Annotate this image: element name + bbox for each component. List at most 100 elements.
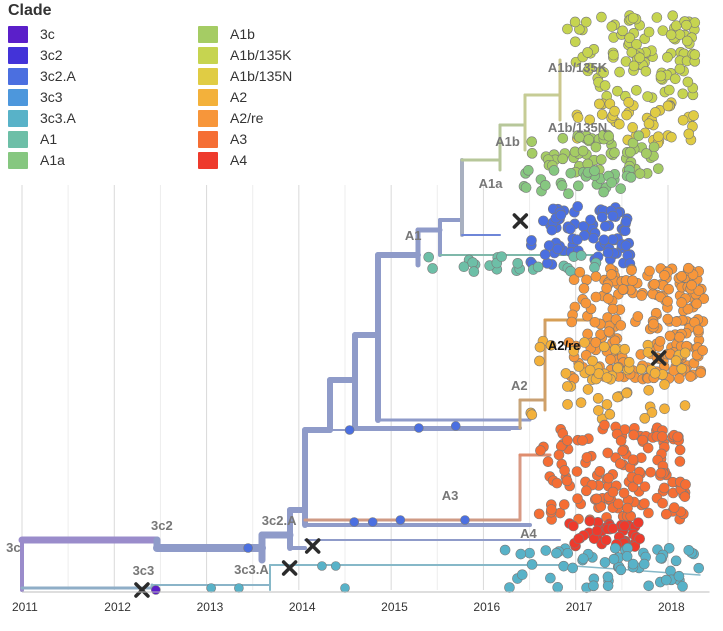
legend-label: A1	[40, 131, 58, 147]
tip-point	[627, 558, 639, 570]
tip-point	[520, 182, 532, 193]
legend-item-a2[interactable]: A2	[198, 87, 247, 107]
tip-point	[540, 179, 551, 191]
tip-point	[620, 216, 632, 227]
tip-point	[512, 258, 524, 269]
tip-point	[643, 580, 654, 592]
legend-swatch	[198, 151, 218, 169]
tip-point	[534, 355, 545, 367]
tip-point	[631, 38, 642, 50]
tip-point	[243, 543, 253, 553]
tip-point	[602, 293, 614, 304]
x-tick-label: 2018	[658, 600, 685, 614]
tip-point	[634, 52, 645, 63]
legend-item-a1a[interactable]: A1a	[8, 150, 65, 170]
tip-point	[590, 271, 602, 282]
legend-label: 3c2	[40, 47, 63, 63]
tip-point	[607, 486, 619, 498]
tip-point	[598, 341, 610, 353]
tip-point	[606, 21, 618, 32]
tip-point	[557, 132, 569, 144]
tip-point	[591, 525, 603, 537]
tip-point	[664, 84, 675, 96]
tip-point	[596, 11, 607, 23]
legend-item-a1b-135k[interactable]: A1b/135K	[198, 45, 292, 65]
legend-item-3c3[interactable]: 3c3	[8, 87, 63, 107]
legend-label: A2	[230, 89, 248, 105]
tip-point	[683, 262, 694, 274]
legend-swatch	[8, 151, 28, 169]
tip-point	[639, 558, 650, 570]
tip-point	[626, 264, 637, 276]
branch-label-a1b-135k: A1b/135K	[548, 60, 608, 75]
tip-point	[468, 266, 480, 277]
tip-point	[564, 223, 576, 235]
tip-point	[591, 493, 602, 505]
tip-point	[581, 485, 592, 497]
tip-point	[627, 481, 639, 493]
legend-label: 3c	[40, 26, 55, 42]
legend-item-a3[interactable]: A3	[198, 129, 247, 149]
legend-item-a1[interactable]: A1	[8, 129, 57, 149]
legend-item-a1b[interactable]: A1b	[198, 24, 255, 44]
tip-point	[612, 391, 623, 403]
tip-point	[548, 165, 560, 176]
tip-point	[681, 19, 692, 31]
tip-point	[669, 73, 681, 85]
x-tick-label: 2017	[566, 600, 593, 614]
branch-label-a2: A2	[511, 378, 528, 393]
tip-point	[642, 442, 654, 454]
tip-point	[680, 479, 691, 490]
tip-point	[590, 337, 602, 348]
legend-item-a1b-135n[interactable]: A1b/135N	[198, 66, 292, 86]
tip-point	[516, 569, 528, 580]
legend-item-a4[interactable]: A4	[198, 150, 247, 170]
tip-point	[601, 283, 612, 294]
tip-point	[568, 274, 580, 286]
legend-swatch	[198, 67, 218, 85]
tip-point	[551, 477, 563, 489]
tip-point	[317, 561, 327, 571]
tip-point	[664, 330, 676, 342]
legend-item-3c3-a[interactable]: 3c3.A	[8, 108, 76, 128]
tip-point	[632, 474, 644, 485]
tip-point	[460, 515, 470, 525]
tip-point	[617, 445, 628, 457]
tip-point	[641, 148, 652, 159]
tip-point	[556, 180, 568, 191]
legend-item-3c2[interactable]: 3c2	[8, 45, 63, 65]
tip-point	[349, 517, 360, 527]
tip-point	[653, 131, 664, 142]
tip-point	[602, 580, 614, 592]
branch-label-3c2-a: 3c2.A	[262, 513, 297, 528]
tip-point	[206, 583, 216, 593]
tip-point	[673, 373, 685, 384]
tip-point	[627, 454, 639, 465]
x-marker	[512, 213, 529, 229]
tip-point	[561, 475, 573, 487]
tip-point	[572, 180, 584, 192]
tip-point	[458, 261, 470, 273]
tip-point	[557, 153, 569, 165]
tip-point	[610, 542, 621, 554]
tip-points	[151, 10, 710, 595]
legend-item-3c2-a[interactable]: 3c2.A	[8, 66, 76, 86]
tip-point	[545, 572, 556, 584]
branch-label-a1: A1	[405, 228, 422, 243]
legend-item-a2-re[interactable]: A2/re	[198, 108, 263, 128]
tip-point	[677, 114, 689, 126]
tip-point	[693, 324, 704, 336]
branch-label-3c: 3c	[6, 540, 20, 555]
tip-point	[683, 544, 695, 556]
tip-point	[568, 520, 579, 532]
legend-swatch	[198, 130, 218, 148]
legend-swatch	[8, 88, 28, 106]
tip-point	[683, 128, 695, 140]
tip-point	[649, 367, 661, 379]
tip-point	[608, 553, 620, 565]
legend-label: A2/re	[230, 110, 264, 126]
tip-point	[622, 502, 633, 514]
tip-point	[623, 356, 635, 368]
legend-item-3c[interactable]: 3c	[8, 24, 55, 44]
tip-point	[467, 257, 479, 268]
